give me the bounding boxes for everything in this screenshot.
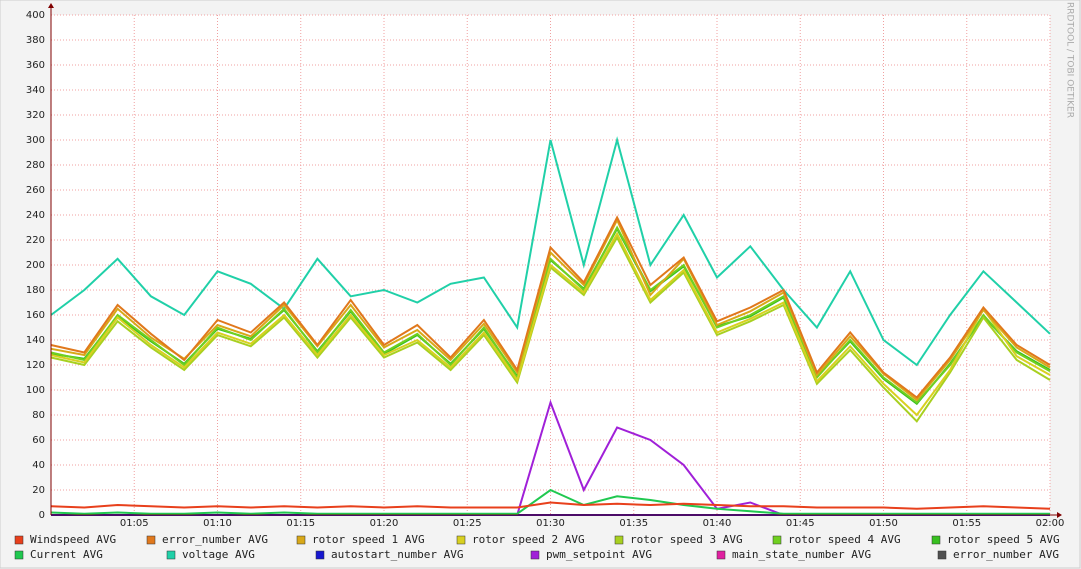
y-tick-label: 220 — [26, 235, 45, 246]
legend-label: rotor speed 1 AVG — [312, 533, 425, 546]
legend-label: rotor speed 4 AVG — [788, 533, 901, 546]
legend-swatch — [315, 550, 325, 560]
y-tick-label: 100 — [26, 385, 45, 396]
x-tick-label: 02:00 — [1036, 518, 1065, 529]
legend-label: voltage AVG — [182, 548, 255, 561]
legend-swatch — [14, 550, 24, 560]
series-line — [50, 231, 1051, 417]
series-line — [50, 217, 1051, 402]
axis-arrow — [1057, 512, 1062, 518]
legend-label: error_number AVG — [953, 548, 1059, 561]
y-tick-label: 40 — [32, 460, 45, 471]
y-tick-label: 400 — [26, 10, 45, 21]
y-tick-label: 60 — [32, 435, 45, 446]
legend-swatch — [614, 535, 624, 545]
legend-swatch — [931, 535, 941, 545]
y-tick-label: 320 — [26, 110, 45, 121]
x-tick-label: 01:10 — [203, 518, 232, 529]
legend-label: pwm_setpoint AVG — [546, 548, 652, 561]
legend-swatch — [716, 550, 726, 560]
y-tick-label: 20 — [32, 485, 45, 496]
legend-swatch — [14, 535, 24, 545]
series-line — [50, 225, 1051, 404]
y-tick-label: 140 — [26, 335, 45, 346]
legend-label: rotor speed 2 AVG — [472, 533, 585, 546]
y-tick-label: 380 — [26, 35, 45, 46]
y-tick-label: 120 — [26, 360, 45, 371]
x-tick-label: 01:15 — [286, 518, 315, 529]
legend-label: rotor speed 3 AVG — [630, 533, 743, 546]
legend-swatch — [456, 535, 466, 545]
y-tick-label: 300 — [26, 135, 45, 146]
legend-label: Windspeed AVG — [30, 533, 116, 546]
series-line — [50, 501, 1051, 510]
y-tick-label: 180 — [26, 285, 45, 296]
y-tick-label: 240 — [26, 210, 45, 221]
y-tick-label: 80 — [32, 410, 45, 421]
legend-swatch — [772, 535, 782, 545]
legend-swatch — [296, 535, 306, 545]
y-tick-label: 280 — [26, 160, 45, 171]
y-tick-label: 360 — [26, 60, 45, 71]
axis-arrow — [48, 3, 54, 8]
series-line — [50, 136, 1051, 367]
legend-label: rotor speed 5 AVG — [947, 533, 1060, 546]
legend-label: error_number AVG — [162, 533, 268, 546]
x-tick-label: 01:25 — [453, 518, 482, 529]
legend-swatch — [937, 550, 947, 560]
y-tick-label: 160 — [26, 310, 45, 321]
legend-label: main_state_number AVG — [732, 548, 871, 561]
series-line — [50, 215, 1051, 399]
y-tick-label: 0 — [39, 510, 45, 521]
y-tick-label: 260 — [26, 185, 45, 196]
x-tick-label: 01:55 — [952, 518, 981, 529]
x-tick-label: 01:30 — [536, 518, 565, 529]
legend-swatch — [530, 550, 540, 560]
y-tick-label: 340 — [26, 85, 45, 96]
x-tick-label: 01:50 — [869, 518, 898, 529]
watermark: RRDTOOL / TOBI OETIKER — [1065, 2, 1075, 118]
x-tick-label: 01:20 — [370, 518, 399, 529]
x-tick-label: 01:40 — [703, 518, 732, 529]
legend-swatch — [166, 550, 176, 560]
legend-swatch — [146, 535, 156, 545]
x-tick-label: 01:35 — [619, 518, 648, 529]
legend-label: autostart_number AVG — [331, 548, 463, 561]
series-line — [50, 488, 1050, 515]
legend-label: Current AVG — [30, 548, 103, 561]
x-tick-label: 01:05 — [120, 518, 149, 529]
x-tick-label: 01:45 — [786, 518, 815, 529]
y-tick-label: 200 — [26, 260, 45, 271]
